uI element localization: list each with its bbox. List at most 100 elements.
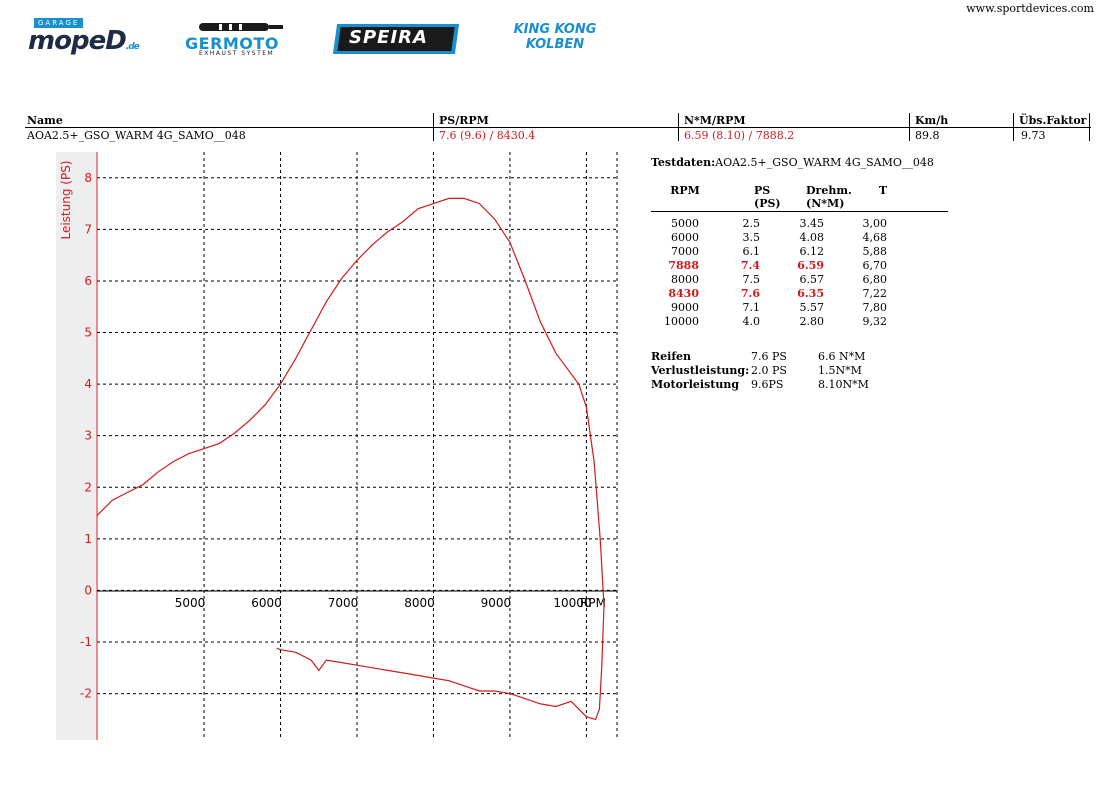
rpm-table-header: RPM PS (PS) Drehm. (N*M) T [651,184,948,212]
y-tick-label: 8 [84,171,92,185]
site-url: www.sportdevices.com [966,2,1094,15]
exhaust-icon [199,23,283,31]
rpm-table-body: 5000 2.5 3.45 3,00 6000 3.5 4.08 4,68 7000 6.1 6.1… [651,216,948,328]
x-tick-label: 8000 [404,596,435,610]
rpm-cell-t: 3,00 [862,217,888,230]
y-tick-label: 4 [84,377,92,391]
germoto-logo-sub: EXHAUST SYSTEM [199,50,275,57]
kingkong-logo: KING KONG KOLBEN [505,22,605,58]
col-t: T [878,184,888,197]
rpm-cell-rpm: 9000 [671,301,699,314]
y-tick-label: 6 [84,274,92,288]
rpm-cell-rpm: 7000 [671,245,699,258]
rpm-table-row: 8430 7.6 6.35 7,22 [651,286,948,300]
rpm-cell-t: 9,32 [862,315,888,328]
loss-v2: 8.10N*M [818,378,869,391]
kingkong-logo-text: KING KONG KOLBEN [513,22,597,52]
rpm-cell-ps: 7.4 [740,259,760,272]
loss-summary: Reifen 7.6 PS 6.6 N*M Verlustleistung: 2.0 P… [651,350,911,392]
rpm-cell-nm: 6.12 [799,245,825,258]
x-tick-label: 6000 [251,596,282,610]
y-tick-label: 1 [84,532,92,546]
power-series-line [96,197,605,721]
y-axis-band [56,152,96,740]
rpm-cell-rpm: 8430 [668,287,699,300]
moped-logo: GARAGE mopeD.de [28,18,140,58]
header-kmh: Km/h [915,114,949,127]
moped-logo-text: mopeD.de [28,26,140,56]
chart-grid [97,152,618,740]
y-tick-label: 3 [84,429,92,443]
rpm-cell-rpm: 8000 [671,273,699,286]
rpm-table-row: 7888 7.4 6.59 6,70 [651,258,948,272]
speira-logo-text: SPEIRA [349,27,428,48]
y-tick-label: -1 [80,635,92,649]
x-tick-label: 5000 [175,596,206,610]
rpm-cell-rpm: 5000 [671,217,699,230]
rpm-cell-nm: 6.59 [797,259,824,272]
x-axis-title: RPM [580,596,606,610]
rpm-cell-ps: 4.0 [742,315,761,328]
x-tick-label: 10000 [553,596,591,610]
germoto-logo-text: GERMOTO [185,34,279,53]
header-name: Name [27,114,63,127]
rpm-cell-nm: 5.57 [799,301,825,314]
loss-row: Verlustleistung: 2.0 PS 1.5N*M [651,364,911,378]
loss-lbl: Verlustleistung: [651,364,750,377]
loss-v2: 1.5N*M [818,364,862,377]
y-tick-label: 2 [84,480,92,494]
y-tick-label: 0 [84,583,92,597]
x-tick-label: 9000 [481,596,512,610]
rpm-cell-rpm: 6000 [671,231,699,244]
value-ps-rpm: 7.6 (9.6) / 8430.4 [439,129,536,142]
loss-row: Motorleistung 9.6PS 8.10N*M [651,378,911,392]
germoto-logo: GERMOTO EXHAUST SYSTEM [185,20,297,60]
rpm-cell-rpm: 10000 [664,315,699,328]
value-kmh: 89.8 [915,129,940,142]
rpm-cell-t: 6,70 [862,259,888,272]
y-tick-label: 5 [84,326,92,340]
value-nm-rpm: 6.59 (8.10) / 7888.2 [684,129,795,142]
rpm-cell-ps: 2.5 [742,217,761,230]
rpm-cell-ps: 7.1 [742,301,761,314]
summary-value-row: AOA2.5+_GSO_WARM 4G_SAMO__048 7.6 (9.6) … [25,128,1091,142]
loss-v1: 2.0 PS [751,364,787,377]
header-ps-rpm: PS/RPM [439,114,489,127]
rpm-table-row: 8000 7.5 6.57 6,80 [651,272,948,286]
loss-v1: 7.6 PS [751,350,787,363]
rpm-cell-rpm: 7888 [668,259,699,272]
col-torque: Drehm. (N*M) [806,184,852,210]
header-factor: Übs.Faktor [1019,114,1087,127]
result-summary-table: Name PS/RPM N*M/RPM Km/h Übs.Faktor AOA2… [25,113,1091,142]
rpm-table-row: 9000 7.1 5.57 7,80 [651,300,948,314]
rpm-cell-ps: 3.5 [742,231,761,244]
rpm-table-row: 6000 3.5 4.08 4,68 [651,230,948,244]
power-curve-chart: -2 -1 0 1 2 3 4 5 6 7 8 5000 6000 7000 8000 9000 10000 L… [56,152,618,740]
rpm-cell-nm: 4.08 [799,231,825,244]
moped-logo-top: GARAGE [34,18,84,28]
y-tick-label: -2 [80,687,92,701]
rpm-table-row: 5000 2.5 3.45 3,00 [651,216,948,230]
col-ps: PS (PS) [754,184,781,210]
value-name: AOA2.5+_GSO_WARM 4G_SAMO__048 [27,129,246,142]
rpm-cell-ps: 6.1 [742,245,761,258]
loss-row: Reifen 7.6 PS 6.6 N*M [651,350,911,364]
loss-v1: 9.6PS [751,378,784,391]
summary-header-row: Name PS/RPM N*M/RPM Km/h Übs.Faktor [25,113,1091,128]
loss-lbl: Reifen [651,350,692,363]
x-tick-label: 7000 [328,596,359,610]
rpm-cell-t: 7,22 [862,287,888,300]
rpm-cell-nm: 2.80 [799,315,825,328]
rpm-cell-t: 6,80 [862,273,888,286]
rpm-cell-nm: 3.45 [799,217,825,230]
rpm-cell-nm: 6.57 [799,273,825,286]
speira-logo: SPEIRA [332,24,460,54]
rpm-cell-ps: 7.5 [742,273,761,286]
y-tick-label: 7 [84,222,92,236]
loss-v2: 6.6 N*M [818,350,866,363]
loss-lbl: Motorleistung [651,378,740,391]
value-factor: 9.73 [1021,129,1046,142]
rpm-table: RPM PS (PS) Drehm. (N*M) T 5000 2.5 3.45 3,00… [651,184,948,328]
rpm-cell-nm: 6.35 [797,287,824,300]
rpm-table-row: 7000 6.1 6.12 5,88 [651,244,948,258]
